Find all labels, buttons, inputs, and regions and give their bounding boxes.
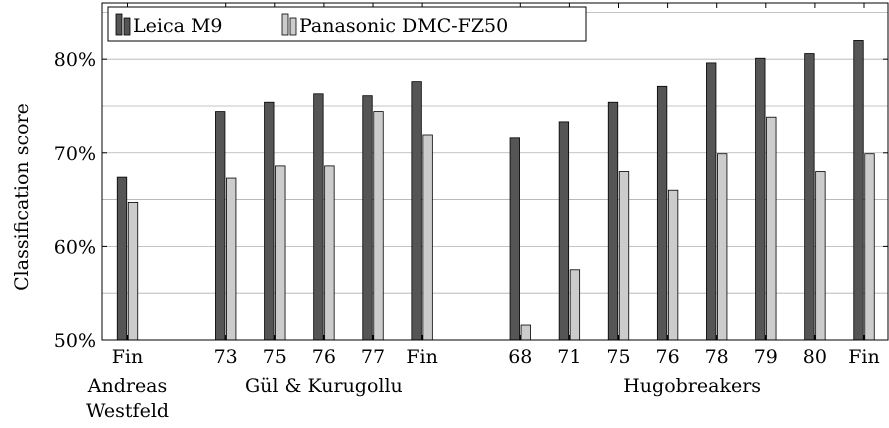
group-label: Hugobreakers: [623, 375, 761, 397]
legend-box: [107, 6, 587, 42]
x-tick-label: 75: [263, 346, 287, 368]
bar-panasonic-dmc-fz50: [717, 153, 728, 341]
x-tick-label: Fin: [112, 346, 144, 368]
bars: [116, 40, 875, 341]
bar-panasonic-dmc-fz50: [226, 177, 237, 341]
x-tick-label: 76: [656, 346, 680, 368]
x-tick-label: 78: [705, 346, 729, 368]
bar-leica-m9: [853, 40, 864, 341]
bar-leica-m9: [509, 137, 520, 341]
y-tick-label: 60%: [54, 236, 96, 258]
group-labels: Andreas Westfeld Gül & Kurugollu Hugobreake…: [86, 375, 761, 422]
bar-leica-m9: [706, 62, 717, 341]
legend-swatch: [123, 17, 131, 36]
bar-panasonic-dmc-fz50: [275, 165, 286, 341]
y-axis-ticks: 50% 60% 70% 80%: [54, 49, 888, 352]
group-label: Gül & Kurugollu: [245, 375, 403, 397]
legend-label: Panasonic DMC-FZ50: [299, 15, 508, 37]
legend-label: Leica M9: [133, 15, 223, 37]
group-label: Andreas: [87, 375, 168, 397]
plot-border: [101, 2, 889, 341]
bar-leica-m9: [755, 57, 766, 341]
y-tick-label: 70%: [54, 143, 96, 165]
bar-leica-m9: [804, 53, 815, 341]
x-tick-label: 75: [606, 346, 630, 368]
x-tick-label: 80: [803, 346, 827, 368]
x-tick-label: 77: [361, 346, 385, 368]
group-label: Westfeld: [86, 400, 169, 422]
bar-panasonic-dmc-fz50: [864, 153, 875, 341]
x-axis-ticks: Fin 73 75 76 77 Fin 68 71 75 76 78 79 80 Fin: [112, 3, 880, 368]
x-tick-label: Fin: [848, 346, 880, 368]
bar-leica-m9: [656, 85, 668, 341]
bar-leica-m9: [362, 95, 373, 341]
legend: Leica M9 Panasonic DMC-FZ50: [107, 6, 587, 42]
bar-panasonic-dmc-fz50: [127, 201, 139, 341]
x-tick-label: 73: [214, 346, 238, 368]
bar-leica-m9: [313, 93, 324, 341]
y-tick-label: 50%: [54, 330, 96, 352]
bar-panasonic-dmc-fz50: [766, 116, 777, 341]
bar-panasonic-dmc-fz50: [569, 269, 581, 341]
bar-panasonic-dmc-fz50: [815, 171, 826, 341]
x-tick-label: 71: [557, 346, 581, 368]
bar-leica-m9: [215, 111, 226, 341]
bar-panasonic-dmc-fz50: [373, 111, 384, 341]
bar-panasonic-dmc-fz50: [520, 324, 531, 341]
bar-panasonic-dmc-fz50: [422, 134, 433, 341]
legend-swatch: [115, 13, 123, 36]
bar-leica-m9: [264, 101, 275, 341]
plot-frame: [101, 2, 889, 341]
bar-panasonic-dmc-fz50: [618, 171, 630, 341]
x-tick-label: 79: [754, 346, 778, 368]
bar-leica-m9: [558, 121, 570, 341]
bar-panasonic-dmc-fz50: [324, 165, 335, 341]
legend-swatch: [281, 13, 289, 36]
bar-leica-m9: [411, 81, 422, 341]
bar-leica-m9: [607, 101, 619, 341]
x-tick-label: 68: [508, 346, 532, 368]
bar-panasonic-dmc-fz50: [667, 189, 679, 341]
x-tick-label: Fin: [406, 346, 438, 368]
y-axis-label: Classification score: [11, 103, 33, 291]
y-tick-label: 80%: [54, 49, 96, 71]
legend-swatch: [289, 17, 297, 36]
x-tick-label: 76: [312, 346, 336, 368]
bar-leica-m9: [116, 176, 128, 341]
